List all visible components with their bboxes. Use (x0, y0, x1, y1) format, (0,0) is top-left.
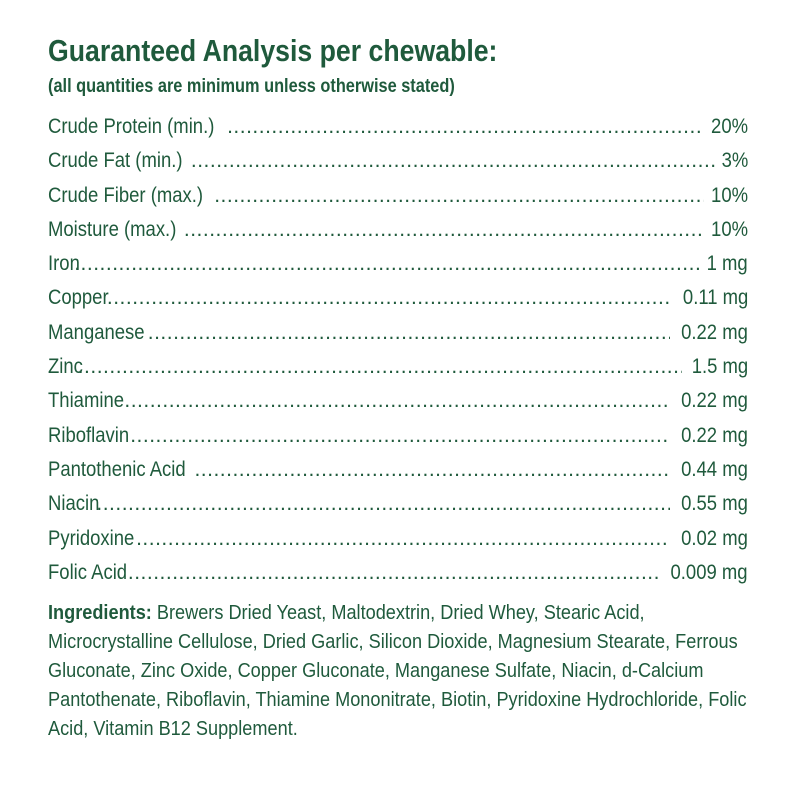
analysis-row: Folic Acid..............................… (48, 556, 748, 590)
analysis-value: 0.11 mg (682, 286, 748, 310)
analysis-label: Manganese (48, 320, 145, 344)
analysis-label: Iron (48, 252, 80, 276)
dot-leader: ........................................… (106, 286, 672, 310)
analysis-label: Copper (48, 286, 109, 310)
page-title: Guaranteed Analysis per chewable: (48, 33, 498, 68)
dot-leader: ........................................… (124, 389, 671, 413)
analysis-value: 20% (711, 115, 748, 138)
analysis-table: Crude Protein (min.)....................… (48, 110, 748, 590)
analysis-label: Pantothenic Acid (48, 457, 186, 481)
analysis-value: 3% (721, 149, 748, 173)
analysis-value: 0.02 mg (681, 526, 748, 550)
analysis-label: Riboflavin (48, 423, 130, 447)
dot-leader: ........................................… (194, 457, 670, 481)
dot-leader: ........................................… (77, 355, 682, 379)
analysis-row: Pantothenic Acid........................… (48, 453, 748, 487)
analysis-label: Zinc (48, 355, 83, 379)
analysis-value: 1 mg (706, 252, 748, 276)
dot-leader: ........................................… (147, 320, 670, 344)
analysis-value: 0.22 mg (681, 320, 748, 344)
analysis-value: 0.55 mg (681, 492, 748, 516)
analysis-row: Moisture (max.).........................… (48, 213, 748, 247)
analysis-label: Pyridoxine (48, 526, 135, 550)
analysis-value: 0.44 mg (681, 457, 748, 481)
analysis-value: 10% (711, 183, 748, 207)
dot-leader: ........................................… (96, 492, 671, 516)
page-subtitle: (all quantities are minimum unless other… (48, 76, 455, 97)
dot-leader: ........................................… (130, 423, 670, 447)
analysis-label: Crude Fat (min.) (48, 149, 183, 173)
analysis-label: Crude Fiber (max.) (48, 183, 204, 207)
analysis-value: 0.22 mg (681, 389, 748, 413)
dot-leader: ........................................… (74, 252, 700, 276)
analysis-row: Crude Fiber (max.)......................… (48, 179, 748, 213)
analysis-label: Moisture (max.) (48, 217, 177, 241)
analysis-row: Manganese...............................… (48, 316, 748, 350)
analysis-value: 1.5 mg (691, 355, 748, 379)
guaranteed-analysis-panel: Guaranteed Analysis per chewable: (all q… (48, 30, 748, 743)
analysis-value: 10% (711, 217, 748, 241)
analysis-row: Crude Fat (min.)........................… (48, 144, 748, 178)
analysis-row: Crude Protein (min.)....................… (48, 110, 748, 144)
dot-leader: ........................................… (183, 217, 704, 241)
analysis-row: Zinc....................................… (48, 350, 748, 384)
analysis-row: Niacin..................................… (48, 487, 748, 521)
analysis-row: Thiamine................................… (48, 384, 748, 418)
dot-leader: ........................................… (127, 560, 659, 584)
analysis-label: Thiamine (48, 389, 125, 413)
dot-leader: ........................................… (190, 149, 716, 173)
ingredients-block: Ingredients: Brewers Dried Yeast, Maltod… (48, 598, 747, 743)
analysis-row: Pyridoxine..............................… (48, 522, 748, 556)
analysis-value: 0.009 mg (670, 560, 748, 584)
analysis-row: Copper..................................… (48, 281, 748, 315)
analysis-row: Iron....................................… (48, 247, 748, 281)
dot-leader: ........................................… (227, 115, 704, 138)
dot-leader: ........................................… (136, 526, 670, 550)
analysis-label: Crude Protein (min.) (48, 115, 215, 138)
analysis-row: Riboflavin..............................… (48, 419, 748, 453)
analysis-label: Folic Acid (48, 560, 128, 584)
analysis-label: Niacin (48, 492, 100, 516)
ingredients-label: Ingredients: (48, 601, 152, 625)
analysis-value: 0.22 mg (681, 423, 748, 447)
ingredients-text: Brewers Dried Yeast, Maltodextrin, Dried… (48, 601, 747, 741)
dot-leader: ........................................… (214, 183, 704, 207)
